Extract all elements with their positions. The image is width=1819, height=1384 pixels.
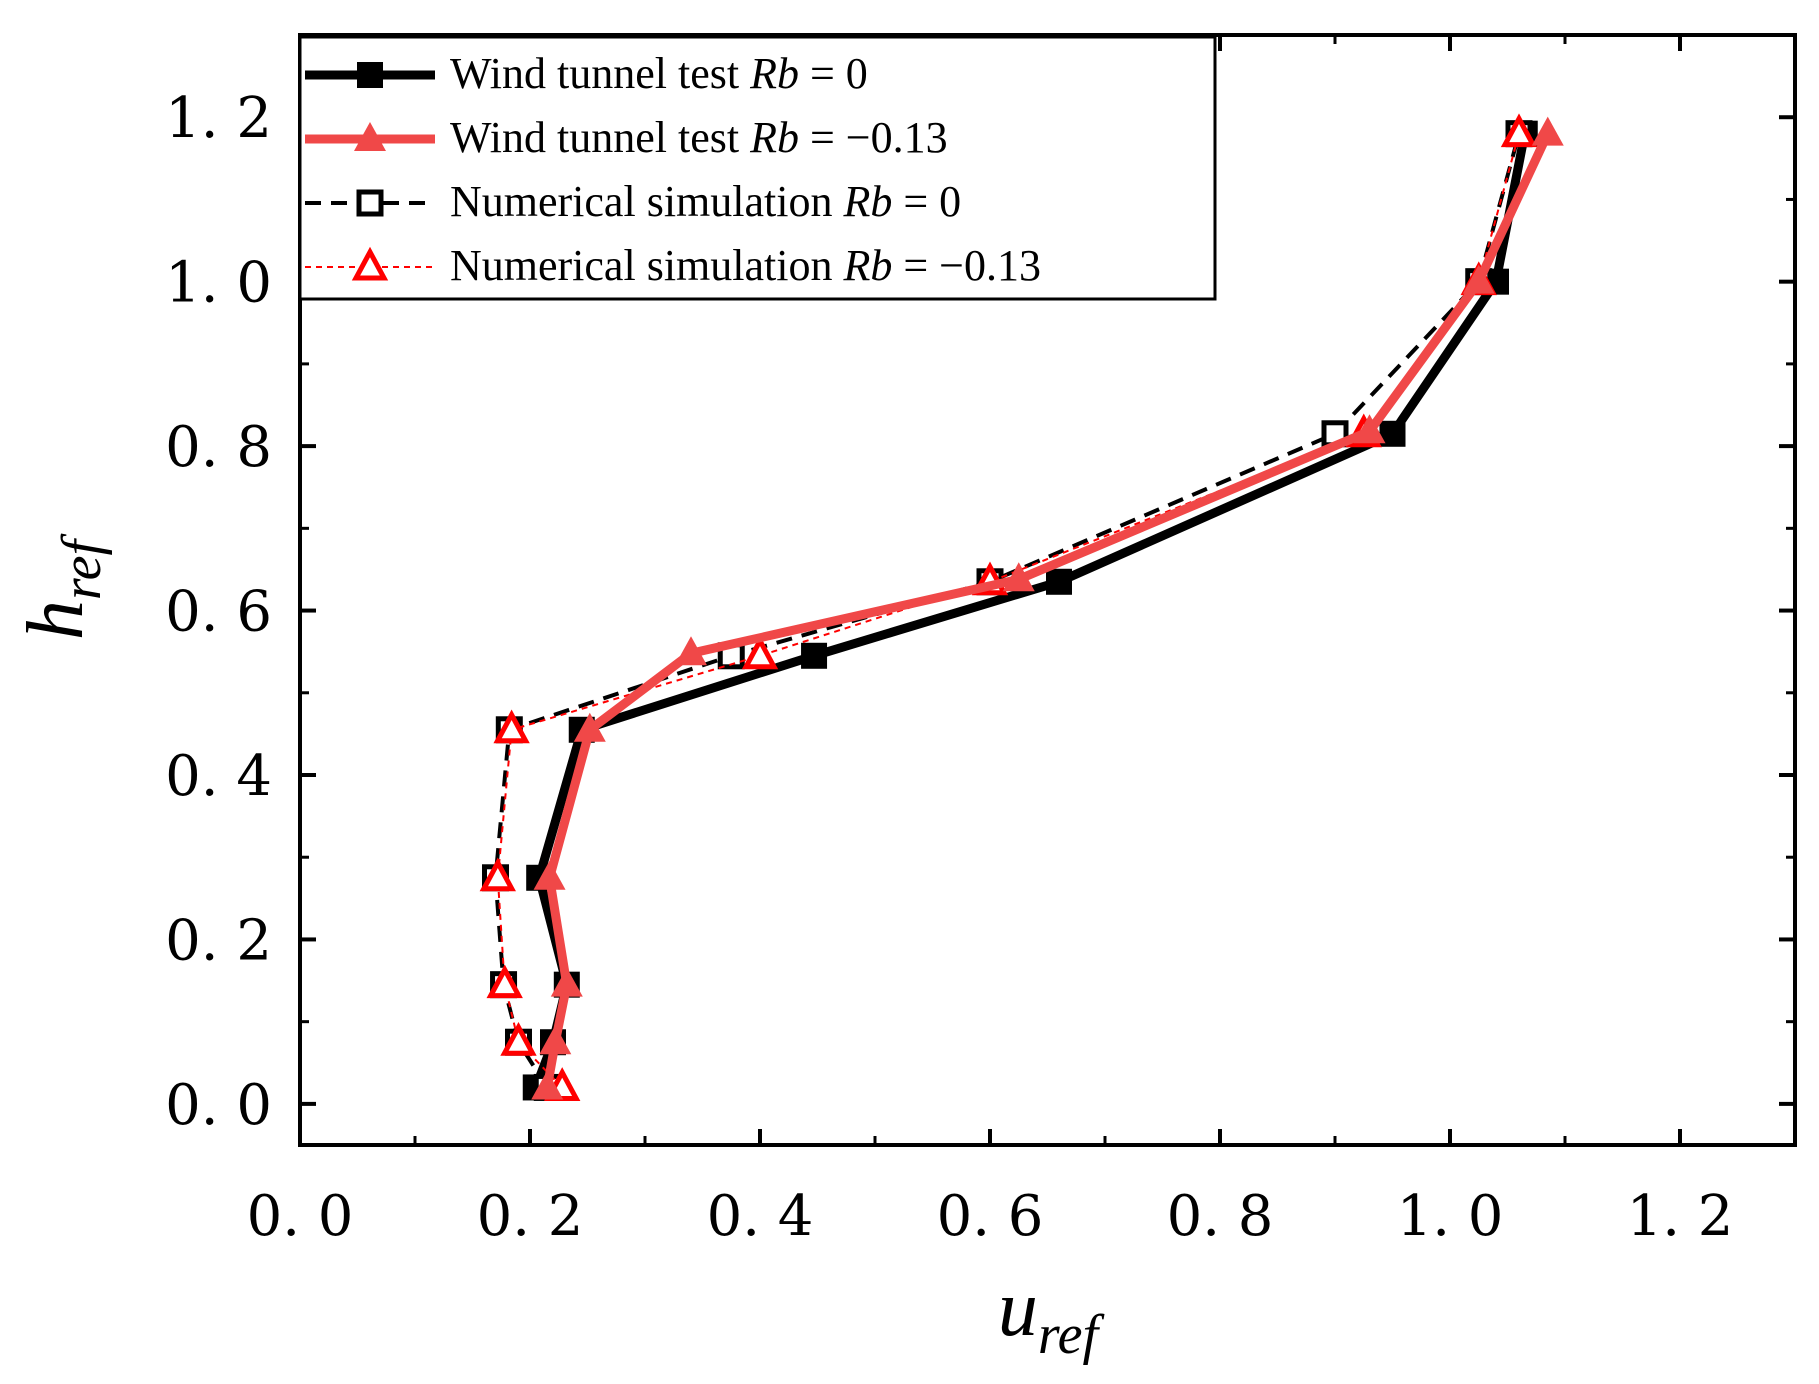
tick-labels: 0. 0 0. 2 0. 4 0. 6 0. 8 1. 0 1. 2 0. 0 0. 2 0. 4… — [165, 86, 1733, 1249]
series-3-point-2 — [486, 964, 523, 999]
series-layer — [479, 113, 1564, 1101]
series-3-point-9 — [1500, 113, 1538, 148]
legend-marker-1 — [354, 122, 386, 151]
y-tick-label: 0. 4 — [165, 744, 272, 809]
series-1-point-2 — [550, 967, 583, 997]
y-axis-title-main: h — [12, 600, 100, 640]
y-tick-label: 0. 6 — [165, 580, 272, 645]
x-tick-label: 0. 2 — [477, 1184, 584, 1249]
y-tick-label: 0. 8 — [165, 415, 272, 480]
legend-marker-0 — [357, 62, 383, 88]
series-line-1 — [542, 131, 1552, 1089]
legend-marker-3 — [351, 246, 389, 281]
y-tick-label: 0. 2 — [165, 908, 272, 973]
x-tick-label: 0. 4 — [707, 1184, 814, 1249]
series-3-point-1 — [500, 1021, 537, 1056]
series-3-point-3 — [479, 857, 516, 892]
legend: Wind tunnel test Rb = 0 Wind tunnel test… — [298, 35, 1217, 301]
y-tick-label: 0. 0 — [165, 1073, 272, 1138]
y-axis-title-sub: ref — [51, 533, 113, 601]
y-tick-label: 1. 0 — [165, 251, 272, 316]
series-1-point-5 — [675, 636, 707, 666]
legend-label-0: Wind tunnel test Rb = 0 — [450, 49, 868, 98]
y-tick-label: 1. 2 — [165, 86, 272, 151]
x-axis-title-main: u — [998, 1265, 1038, 1353]
series-0-point-5 — [801, 642, 828, 669]
series-1-point-8 — [1462, 264, 1495, 294]
series-1-point-6 — [1002, 562, 1035, 592]
series-1-point-1 — [539, 1025, 572, 1055]
x-axis-title: uref — [998, 1265, 1106, 1366]
legend-label-1: Wind tunnel test Rb = −0.13 — [450, 113, 948, 162]
legend-label-3: Numerical simulation Rb = −0.13 — [450, 241, 1041, 290]
series-1 — [531, 116, 1564, 1100]
legend-label-2: Numerical simulation Rb = 0 — [450, 177, 961, 226]
x-tick-label: 1. 0 — [1397, 1184, 1504, 1249]
series-0-point-6 — [1046, 568, 1072, 595]
series-3-point-5 — [741, 635, 779, 670]
x-tick-label: 1. 2 — [1627, 1184, 1734, 1249]
legend-box — [298, 35, 1217, 301]
legend-swatches — [305, 62, 435, 281]
y-axis-title: href — [12, 533, 113, 641]
series-1-point-3 — [533, 860, 566, 890]
series-1-point-7 — [1353, 414, 1386, 444]
series-1-point-0 — [531, 1070, 564, 1100]
x-tick-label: 0. 8 — [1167, 1184, 1274, 1249]
legend-marker-2 — [356, 189, 384, 217]
series-3-point-4 — [493, 709, 530, 744]
series-1-point-9 — [1531, 116, 1564, 146]
x-tick-label: 0. 0 — [247, 1184, 354, 1249]
x-tick-label: 0. 6 — [937, 1184, 1044, 1249]
x-axis-title-sub: ref — [1038, 1304, 1106, 1366]
plot-frame — [298, 33, 1797, 1147]
series-1-point-4 — [573, 712, 606, 742]
